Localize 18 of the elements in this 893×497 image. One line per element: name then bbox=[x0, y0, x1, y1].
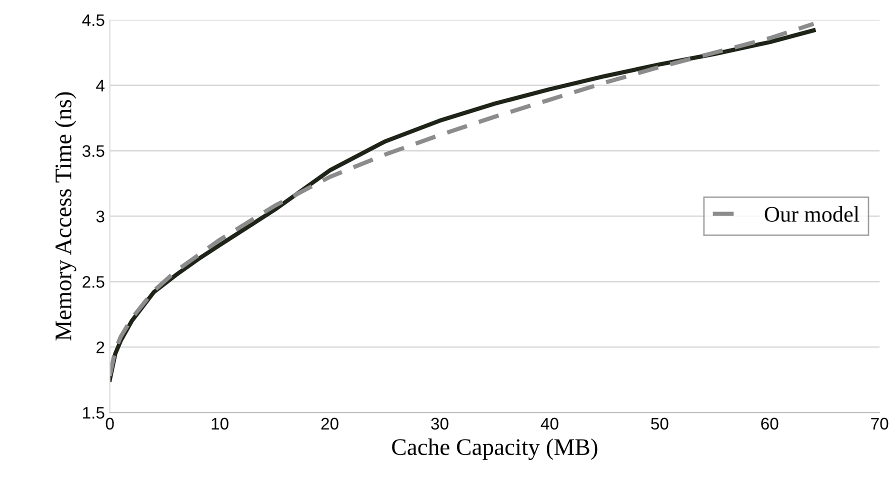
x-tick-label: 50 bbox=[651, 418, 668, 430]
x-tick-label: 10 bbox=[212, 418, 228, 430]
legend-label: Our model bbox=[764, 206, 860, 222]
x-tick-label: 30 bbox=[431, 418, 448, 430]
y-tick-label: 1.5 bbox=[83, 407, 104, 419]
y-tick-label: 2.5 bbox=[82, 276, 104, 288]
y-tick-label: 3.5 bbox=[82, 145, 104, 157]
y-tick-label: 2 bbox=[96, 341, 104, 354]
x-tick-label: 40 bbox=[540, 418, 558, 430]
x-tick-label: 60 bbox=[761, 418, 778, 430]
y-tick-label: 4 bbox=[96, 80, 104, 92]
x-tick-label: 20 bbox=[321, 418, 338, 430]
y-axis-title: Memory Access Time (ns) bbox=[54, 92, 76, 340]
y-tick-label: 3 bbox=[96, 210, 104, 222]
x-tick-label: 0 bbox=[106, 418, 114, 430]
x-tick-label: 70 bbox=[871, 418, 888, 430]
y-tick-label: 4.5 bbox=[82, 14, 104, 26]
x-axis-title: Cache Capacity (MB) bbox=[392, 438, 598, 460]
